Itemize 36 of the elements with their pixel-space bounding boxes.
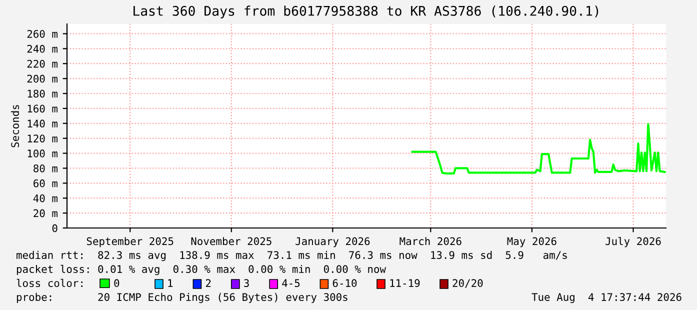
y-tick-label: 60 m bbox=[34, 179, 58, 188]
text: Tue Aug 4 17:37:44 2026 bbox=[532, 293, 682, 304]
y-tick-label: 80 m bbox=[34, 164, 58, 172]
x-tick-label: January 2026 bbox=[296, 237, 370, 248]
y-tick-label: 20 m bbox=[34, 209, 58, 218]
y-tick-label: 100 m bbox=[28, 150, 58, 158]
legend-label: 0 bbox=[114, 279, 120, 288]
y-tick-label: 40 m bbox=[33, 194, 58, 202]
y-tick-label: 120 m bbox=[28, 134, 58, 142]
text: 6-10 bbox=[332, 279, 357, 288]
x-tick-label: July 2026 bbox=[606, 237, 661, 248]
x-tick-label: March 2026 bbox=[400, 237, 462, 246]
y-tick-label: 180 m bbox=[28, 90, 58, 98]
y-tick-label: 220 m bbox=[27, 60, 58, 68]
x-tick-label: November 2025 bbox=[191, 237, 272, 246]
text: packet loss: 0.01 % avg 0.30 % max 0.00 % min 0.00 % now bbox=[16, 264, 386, 276]
text: 2 bbox=[206, 279, 211, 287]
text: 1 bbox=[168, 279, 173, 287]
text: probe: 20 ICMP Echo Pings (56 Bytes) every 300s bbox=[16, 292, 348, 304]
text: median rtt: 82.3 ms avg 138.9 ms max 73.1 ms min 76.3 ms now 13.9 ms sd 5.9 am/s bbox=[16, 250, 567, 262]
y-tick-label: 240 m bbox=[27, 44, 58, 53]
y-tick-label: 140 m bbox=[28, 120, 58, 128]
text: 11-19 bbox=[390, 279, 420, 288]
text: 3 bbox=[244, 279, 249, 288]
y-tick-label: 160 m bbox=[28, 104, 58, 113]
text: 4-5 bbox=[282, 279, 300, 288]
y-axis-title: Seconds bbox=[10, 105, 20, 148]
line-series bbox=[411, 123, 666, 174]
x-tick-label: May 2026 bbox=[507, 237, 556, 248]
y-tick-label: 0 bbox=[52, 224, 58, 232]
chart-title: Last 360 Days from b60177958388 to KR AS3786 (106.240.90.1) bbox=[134, 6, 598, 18]
text: 20/20 bbox=[452, 279, 483, 288]
y-tick-label: 200 m bbox=[27, 74, 58, 83]
x-tick-label: September 2025 bbox=[86, 237, 174, 248]
y-tick-label: 260 m bbox=[27, 30, 58, 38]
legend-title: loss color: bbox=[16, 278, 82, 288]
